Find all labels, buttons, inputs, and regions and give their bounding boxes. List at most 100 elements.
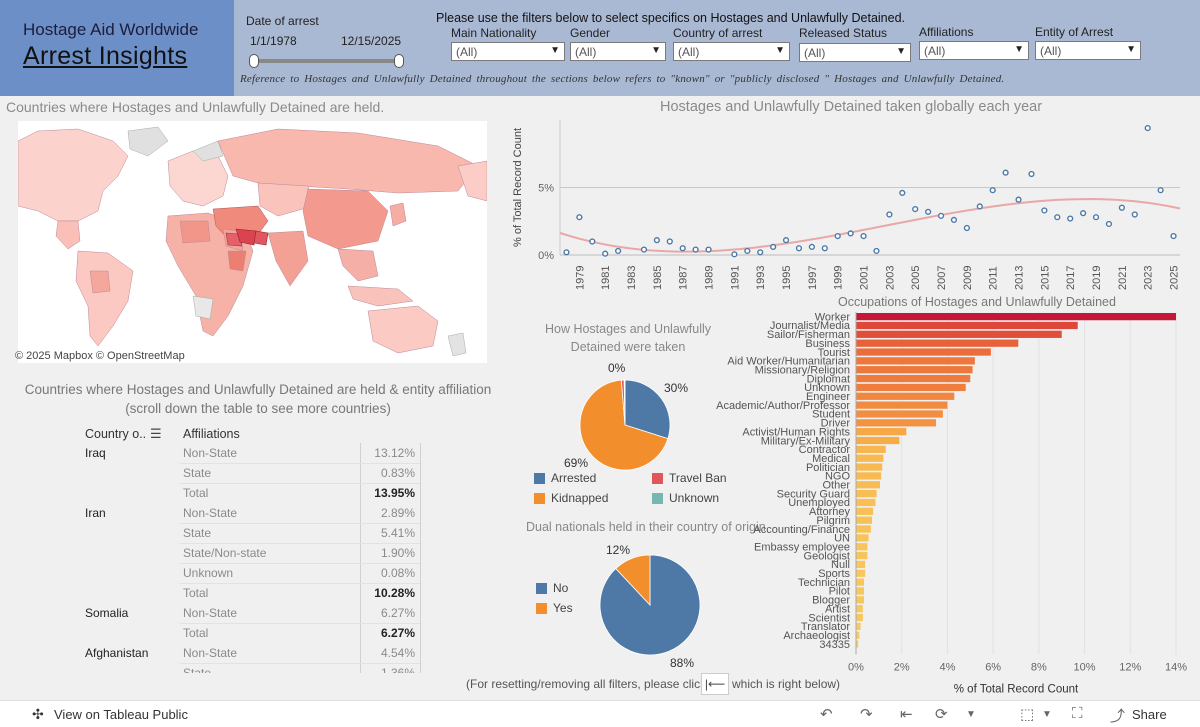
table-row[interactable]: State 1.36% (0, 663, 430, 673)
pie-dual-nationals[interactable] (597, 552, 705, 660)
x-tick-label: 2% (894, 661, 910, 673)
bar (856, 640, 859, 648)
legend-item[interactable]: Arrested (534, 471, 596, 485)
category-label: Journalist/Media (770, 320, 851, 332)
cell-affiliation: State (183, 466, 212, 480)
category-label: Tourist (818, 347, 850, 359)
region-mexico (55, 220, 81, 250)
redo-icon[interactable]: ↷ (860, 706, 873, 723)
chevron-down-icon[interactable]: ▼ (966, 709, 976, 720)
filter-value: (All) (1040, 44, 1062, 58)
x-tick-label: 2021 (1117, 266, 1129, 290)
scatter-point (757, 249, 764, 256)
table-row[interactable]: Total 10.28% (0, 583, 430, 603)
reset-filters-button[interactable]: |⟵ (701, 673, 729, 695)
revert-icon[interactable]: ⇤ (900, 706, 913, 723)
reset-note-a: (For resetting/removing all filters, ple… (466, 677, 707, 691)
region-iran (235, 228, 257, 246)
bar-title: Occupations of Hostages and Unlawfully D… (838, 295, 1116, 309)
table-row[interactable]: Total 13.95% (0, 483, 430, 503)
dashboard-title: Arrest Insights (23, 42, 188, 70)
category-label: Unemployed (788, 497, 850, 509)
filter-country-of-arrest[interactable]: (All) ▼ (673, 42, 790, 61)
filter-gender[interactable]: (All) ▼ (570, 42, 666, 61)
table-row[interactable]: State 5.41% (0, 523, 430, 543)
table-body[interactable]: Iraq Non-State 13.12% State 0.83% Total 13.95%… (0, 443, 430, 673)
x-tick-label: 1981 (600, 266, 612, 290)
cell-value: 1.36% (380, 666, 415, 673)
bar (856, 348, 991, 356)
filter-affiliations[interactable]: (All) ▼ (919, 41, 1029, 60)
view-on-tableau-link[interactable]: View on Tableau Public (54, 707, 188, 722)
table-row[interactable]: Unknown 0.08% (0, 563, 430, 583)
x-tick-label: 2001 (859, 266, 871, 290)
date-slider-end-handle[interactable] (394, 54, 404, 68)
share-button[interactable]: Share (1132, 707, 1167, 722)
filter-released-status[interactable]: (All) ▼ (799, 43, 911, 62)
category-label: Worker (815, 311, 851, 323)
scatter-point (731, 251, 738, 258)
category-label: Embassy employee (754, 541, 850, 553)
legend-item[interactable]: Travel Ban (652, 471, 727, 485)
pie-how-taken[interactable] (570, 370, 680, 480)
y-tick-label: 5% (538, 183, 554, 195)
pie2-label-88: 88% (670, 656, 695, 670)
table-row[interactable]: State/Non-state 1.90% (0, 543, 430, 563)
x-tick-label: 2023 (1143, 266, 1155, 290)
scatter-point (705, 246, 712, 253)
category-label: Engineer (806, 391, 850, 403)
category-label: Null (831, 559, 850, 571)
table-row[interactable]: Afghanistan Non-State 4.54% (0, 643, 430, 663)
disclosure-note: Reference to Hostages and Unlawfully Det… (240, 73, 1005, 85)
footer-toolbar: ✣ View on Tableau Public ↶ ↷ ⇤ ⟳ ▼ ⬚ ▼ ⛶… (0, 700, 1200, 727)
filter-label-released-status: Released Status (799, 26, 888, 40)
table-row[interactable]: Somalia Non-State 6.27% (0, 603, 430, 623)
legend-item[interactable]: Yes (536, 601, 573, 615)
chevron-down-icon[interactable]: ▼ (1042, 709, 1052, 720)
legend-swatch (652, 472, 663, 484)
col-header-affiliations[interactable]: Affiliations (183, 427, 240, 441)
scatter-point (1002, 169, 1009, 176)
legend-item[interactable]: Unknown (652, 491, 719, 505)
map-credit[interactable]: © 2025 Mapbox © OpenStreetMap (15, 350, 185, 362)
table-row[interactable]: State 0.83% (0, 463, 430, 483)
scatter-point (950, 216, 958, 224)
scatter-point (808, 243, 815, 251)
undo-icon[interactable]: ↶ (820, 706, 833, 723)
date-slider-start-handle[interactable] (249, 54, 259, 68)
legend-item[interactable]: No (536, 581, 568, 595)
sort-icon[interactable]: ☰ (150, 426, 162, 441)
legend-item[interactable]: Kidnapped (534, 491, 608, 505)
bar (856, 410, 943, 418)
region-greenland (127, 126, 169, 157)
category-label: Contractor (799, 444, 851, 456)
fullscreen-icon[interactable]: ⛶ (1072, 705, 1083, 722)
table-row[interactable]: Total 6.27% (0, 623, 430, 643)
scatter-point (1105, 220, 1113, 228)
download-icon[interactable]: ⬚ (1020, 706, 1035, 723)
col-header-country[interactable]: Country o.. (85, 427, 147, 441)
cell-value: 2.89% (380, 506, 415, 520)
category-label: Politician (806, 462, 850, 474)
category-label: Student (812, 409, 850, 421)
table-divider (420, 443, 421, 673)
yearly-scatter-chart[interactable]: 0% 5% % of Total Record Count 1979 1981 1983 1… (505, 115, 1195, 300)
date-slider-track[interactable] (256, 59, 400, 63)
filter-main-nationality[interactable]: (All) ▼ (451, 42, 565, 61)
table-row[interactable]: Iraq Non-State 13.12% (0, 443, 430, 463)
category-label: Scientist (808, 612, 850, 624)
region-somalia (227, 250, 247, 272)
region-afghanistan (253, 230, 269, 246)
occupations-bar-chart[interactable]: 0% 2% 4% 6% 8% 10% 12% 14% WorkerJournalist/Medi… (700, 310, 1195, 695)
scatter-point (860, 232, 867, 240)
refresh-icon[interactable]: ⟳ (935, 706, 948, 723)
scatter-point (744, 247, 751, 255)
row-separator (180, 563, 420, 564)
cell-value: 4.54% (380, 646, 415, 660)
share-icon[interactable]: ⤴ (1110, 708, 1126, 725)
table-row[interactable]: Iran Non-State 2.89% (0, 503, 430, 523)
world-map[interactable] (18, 121, 487, 363)
bar (856, 596, 864, 604)
scatter-point (925, 208, 932, 215)
filter-entity-of-arrest[interactable]: (All) ▼ (1035, 41, 1141, 60)
